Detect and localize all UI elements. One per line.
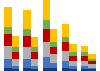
Bar bbox=[31, 59, 38, 66]
Bar bbox=[4, 27, 12, 34]
Bar bbox=[4, 34, 12, 46]
Bar bbox=[88, 68, 96, 69]
Bar bbox=[12, 66, 19, 69]
Bar bbox=[12, 47, 19, 52]
Bar bbox=[50, 63, 57, 68]
Bar bbox=[12, 36, 19, 47]
Bar bbox=[88, 59, 96, 61]
Bar bbox=[43, 20, 50, 29]
Bar bbox=[88, 69, 96, 71]
Bar bbox=[81, 52, 88, 56]
Bar bbox=[69, 66, 77, 69]
Bar bbox=[62, 68, 69, 71]
Bar bbox=[4, 59, 12, 68]
Bar bbox=[69, 52, 77, 56]
Bar bbox=[69, 44, 77, 52]
Bar bbox=[31, 66, 38, 69]
Bar bbox=[81, 46, 88, 52]
Bar bbox=[43, 29, 50, 42]
Bar bbox=[81, 69, 88, 71]
Bar bbox=[43, 58, 50, 68]
Bar bbox=[50, 42, 57, 47]
Bar bbox=[50, 68, 57, 71]
Bar bbox=[31, 69, 38, 71]
Bar bbox=[4, 68, 12, 71]
Bar bbox=[69, 61, 77, 66]
Bar bbox=[4, 7, 12, 27]
Bar bbox=[50, 47, 57, 54]
Bar bbox=[62, 42, 69, 51]
Bar bbox=[23, 47, 31, 59]
Bar bbox=[31, 37, 38, 47]
Bar bbox=[69, 69, 77, 71]
Bar bbox=[50, 29, 57, 42]
Bar bbox=[43, 68, 50, 71]
Bar bbox=[31, 52, 38, 59]
Bar bbox=[43, 0, 50, 20]
Bar bbox=[23, 59, 31, 68]
Bar bbox=[12, 59, 19, 66]
Bar bbox=[4, 46, 12, 59]
Bar bbox=[43, 42, 50, 58]
Bar bbox=[88, 54, 96, 59]
Bar bbox=[23, 29, 31, 36]
Bar bbox=[23, 36, 31, 47]
Bar bbox=[62, 37, 69, 42]
Bar bbox=[23, 10, 31, 29]
Bar bbox=[81, 66, 88, 69]
Bar bbox=[12, 52, 19, 59]
Bar bbox=[62, 51, 69, 61]
Bar bbox=[31, 47, 38, 52]
Bar bbox=[62, 61, 69, 68]
Bar bbox=[23, 68, 31, 71]
Bar bbox=[88, 64, 96, 68]
Bar bbox=[69, 56, 77, 61]
Bar bbox=[50, 54, 57, 63]
Bar bbox=[12, 69, 19, 71]
Bar bbox=[81, 56, 88, 61]
Bar bbox=[88, 61, 96, 64]
Bar bbox=[81, 61, 88, 66]
Bar bbox=[62, 24, 69, 37]
